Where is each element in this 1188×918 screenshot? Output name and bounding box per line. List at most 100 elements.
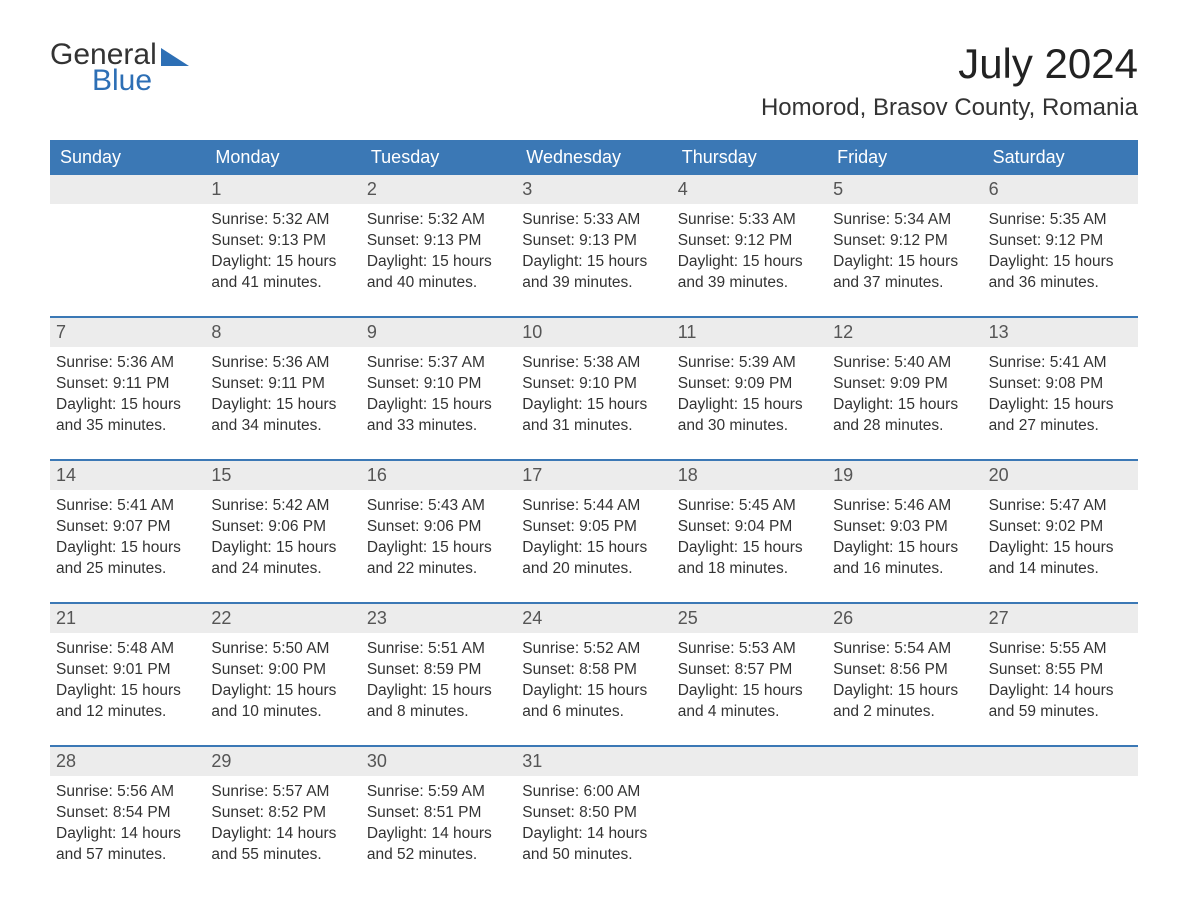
day-cell: Sunrise: 5:43 AMSunset: 9:06 PMDaylight:… bbox=[361, 490, 516, 586]
day-of-week: Wednesday bbox=[516, 140, 671, 175]
daylight-text: Daylight: 15 hours and 10 minutes. bbox=[211, 681, 352, 723]
day-of-week: Monday bbox=[205, 140, 360, 175]
day-number: 2 bbox=[361, 175, 516, 204]
day-number-row: 14151617181920 bbox=[50, 461, 1138, 490]
sunset-text: Sunset: 9:08 PM bbox=[989, 374, 1130, 395]
sunset-text: Sunset: 9:13 PM bbox=[367, 231, 508, 252]
sunrise-text: Sunrise: 5:47 AM bbox=[989, 496, 1130, 517]
daylight-text: Daylight: 15 hours and 18 minutes. bbox=[678, 538, 819, 580]
sunset-text: Sunset: 8:59 PM bbox=[367, 660, 508, 681]
daylight-text: Daylight: 15 hours and 25 minutes. bbox=[56, 538, 197, 580]
sunrise-text: Sunrise: 5:42 AM bbox=[211, 496, 352, 517]
daylight-text: Daylight: 15 hours and 39 minutes. bbox=[522, 252, 663, 294]
day-number-row: 28293031 bbox=[50, 747, 1138, 776]
day-of-week: Thursday bbox=[672, 140, 827, 175]
daylight-text: Daylight: 15 hours and 35 minutes. bbox=[56, 395, 197, 437]
day-cell: Sunrise: 5:35 AMSunset: 9:12 PMDaylight:… bbox=[983, 204, 1138, 300]
week-row: 14151617181920Sunrise: 5:41 AMSunset: 9:… bbox=[50, 459, 1138, 586]
sunset-text: Sunset: 9:12 PM bbox=[678, 231, 819, 252]
location-label: Homorod, Brasov County, Romania bbox=[761, 94, 1138, 122]
daylight-text: Daylight: 15 hours and 30 minutes. bbox=[678, 395, 819, 437]
day-cell: Sunrise: 5:36 AMSunset: 9:11 PMDaylight:… bbox=[205, 347, 360, 443]
sunset-text: Sunset: 9:11 PM bbox=[211, 374, 352, 395]
sunset-text: Sunset: 9:07 PM bbox=[56, 517, 197, 538]
sunset-text: Sunset: 8:50 PM bbox=[522, 803, 663, 824]
week-row: 78910111213Sunrise: 5:36 AMSunset: 9:11 … bbox=[50, 316, 1138, 443]
daylight-text: Daylight: 15 hours and 16 minutes. bbox=[833, 538, 974, 580]
day-cell: Sunrise: 5:53 AMSunset: 8:57 PMDaylight:… bbox=[672, 633, 827, 729]
day-cell: Sunrise: 5:45 AMSunset: 9:04 PMDaylight:… bbox=[672, 490, 827, 586]
day-number: 24 bbox=[516, 604, 671, 633]
day-cell: Sunrise: 5:37 AMSunset: 9:10 PMDaylight:… bbox=[361, 347, 516, 443]
day-number: 11 bbox=[672, 318, 827, 347]
sunrise-text: Sunrise: 5:59 AM bbox=[367, 782, 508, 803]
daylight-text: Daylight: 15 hours and 4 minutes. bbox=[678, 681, 819, 723]
day-number: 23 bbox=[361, 604, 516, 633]
day-number: 6 bbox=[983, 175, 1138, 204]
sunset-text: Sunset: 8:56 PM bbox=[833, 660, 974, 681]
sunset-text: Sunset: 9:12 PM bbox=[833, 231, 974, 252]
day-number: 26 bbox=[827, 604, 982, 633]
sunset-text: Sunset: 9:11 PM bbox=[56, 374, 197, 395]
day-of-week: Sunday bbox=[50, 140, 205, 175]
day-number: 4 bbox=[672, 175, 827, 204]
day-number: 17 bbox=[516, 461, 671, 490]
daylight-text: Daylight: 15 hours and 8 minutes. bbox=[367, 681, 508, 723]
sunrise-text: Sunrise: 5:45 AM bbox=[678, 496, 819, 517]
daylight-text: Daylight: 15 hours and 22 minutes. bbox=[367, 538, 508, 580]
sunrise-text: Sunrise: 5:36 AM bbox=[56, 353, 197, 374]
sunset-text: Sunset: 9:13 PM bbox=[522, 231, 663, 252]
day-number: 7 bbox=[50, 318, 205, 347]
day-cell: Sunrise: 5:41 AMSunset: 9:08 PMDaylight:… bbox=[983, 347, 1138, 443]
day-number: 16 bbox=[361, 461, 516, 490]
sunrise-text: Sunrise: 5:41 AM bbox=[989, 353, 1130, 374]
day-cell: Sunrise: 5:46 AMSunset: 9:03 PMDaylight:… bbox=[827, 490, 982, 586]
day-cell: Sunrise: 5:52 AMSunset: 8:58 PMDaylight:… bbox=[516, 633, 671, 729]
day-cell: Sunrise: 5:47 AMSunset: 9:02 PMDaylight:… bbox=[983, 490, 1138, 586]
day-number: 19 bbox=[827, 461, 982, 490]
daylight-text: Daylight: 14 hours and 55 minutes. bbox=[211, 824, 352, 866]
title-block: July 2024 Homorod, Brasov County, Romani… bbox=[761, 40, 1138, 122]
day-number: 8 bbox=[205, 318, 360, 347]
sunset-text: Sunset: 9:02 PM bbox=[989, 517, 1130, 538]
calendar: SundayMondayTuesdayWednesdayThursdayFrid… bbox=[50, 140, 1138, 872]
sunset-text: Sunset: 9:05 PM bbox=[522, 517, 663, 538]
daylight-text: Daylight: 15 hours and 27 minutes. bbox=[989, 395, 1130, 437]
day-cell: Sunrise: 5:50 AMSunset: 9:00 PMDaylight:… bbox=[205, 633, 360, 729]
week-row: 123456Sunrise: 5:32 AMSunset: 9:13 PMDay… bbox=[50, 175, 1138, 300]
daylight-text: Daylight: 15 hours and 6 minutes. bbox=[522, 681, 663, 723]
day-number: 27 bbox=[983, 604, 1138, 633]
sunrise-text: Sunrise: 5:43 AM bbox=[367, 496, 508, 517]
sunset-text: Sunset: 9:04 PM bbox=[678, 517, 819, 538]
daylight-text: Daylight: 15 hours and 12 minutes. bbox=[56, 681, 197, 723]
daylight-text: Daylight: 15 hours and 28 minutes. bbox=[833, 395, 974, 437]
day-cell: Sunrise: 5:56 AMSunset: 8:54 PMDaylight:… bbox=[50, 776, 205, 872]
day-number: 9 bbox=[361, 318, 516, 347]
logo-word-blue: Blue bbox=[50, 66, 189, 96]
sunset-text: Sunset: 9:10 PM bbox=[522, 374, 663, 395]
sunset-text: Sunset: 9:09 PM bbox=[833, 374, 974, 395]
sunrise-text: Sunrise: 5:40 AM bbox=[833, 353, 974, 374]
day-number bbox=[672, 747, 827, 776]
day-cell: Sunrise: 5:32 AMSunset: 9:13 PMDaylight:… bbox=[361, 204, 516, 300]
sunrise-text: Sunrise: 5:51 AM bbox=[367, 639, 508, 660]
daylight-text: Daylight: 15 hours and 37 minutes. bbox=[833, 252, 974, 294]
day-cell: Sunrise: 5:34 AMSunset: 9:12 PMDaylight:… bbox=[827, 204, 982, 300]
daylight-text: Daylight: 15 hours and 36 minutes. bbox=[989, 252, 1130, 294]
day-number bbox=[50, 175, 205, 204]
sunrise-text: Sunrise: 6:00 AM bbox=[522, 782, 663, 803]
daylight-text: Daylight: 15 hours and 14 minutes. bbox=[989, 538, 1130, 580]
day-number: 22 bbox=[205, 604, 360, 633]
sunrise-text: Sunrise: 5:56 AM bbox=[56, 782, 197, 803]
day-number-row: 78910111213 bbox=[50, 318, 1138, 347]
day-cell: Sunrise: 5:33 AMSunset: 9:13 PMDaylight:… bbox=[516, 204, 671, 300]
day-cell bbox=[50, 204, 205, 300]
day-of-week: Tuesday bbox=[361, 140, 516, 175]
day-cell: Sunrise: 5:38 AMSunset: 9:10 PMDaylight:… bbox=[516, 347, 671, 443]
daylight-text: Daylight: 15 hours and 20 minutes. bbox=[522, 538, 663, 580]
sunrise-text: Sunrise: 5:50 AM bbox=[211, 639, 352, 660]
sunset-text: Sunset: 9:06 PM bbox=[211, 517, 352, 538]
sunrise-text: Sunrise: 5:34 AM bbox=[833, 210, 974, 231]
day-number: 28 bbox=[50, 747, 205, 776]
day-number: 12 bbox=[827, 318, 982, 347]
